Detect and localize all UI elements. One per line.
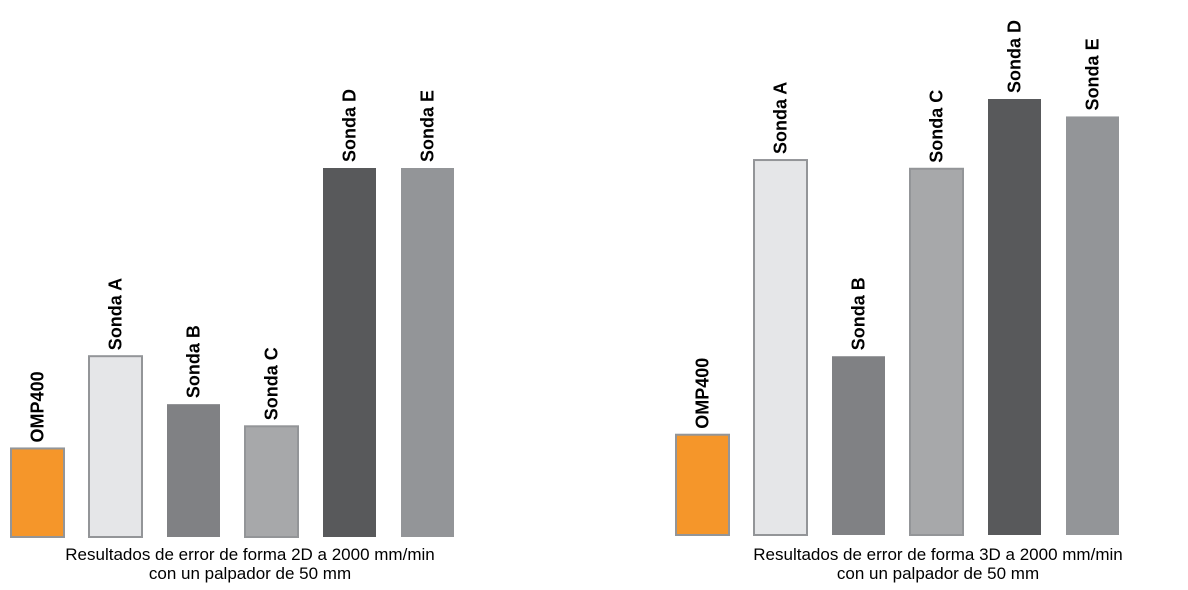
bar-chart-2d: OMP400 Sonda A Sonda B Sonda C Sonda D Sonda … (10, 89, 454, 538)
bar-label-sonda-c: Sonda C (927, 90, 947, 163)
bar-label-sonda-e: Sonda E (1083, 38, 1103, 110)
bar-label-sonda-b: Sonda B (849, 277, 869, 350)
bar-label-sonda-c: Sonda C (262, 347, 282, 420)
chart-caption-3d: Resultados de error de forma 3D a 2000 m… (688, 545, 1188, 583)
caption-line-2: con un palpador de 50 mm (148, 564, 352, 583)
bar-label-omp400: OMP400 (28, 371, 48, 442)
bar-sonda-d (323, 168, 376, 537)
bar-sonda-a (88, 355, 143, 538)
chart-caption-2d: Resultados de error de forma 2D a 2000 m… (0, 545, 500, 583)
caption-line-1: Resultados de error de forma 2D a 2000 m… (65, 545, 435, 564)
caption-line-2: con un palpador de 50 mm (836, 564, 1040, 583)
caption-line-1: Resultados de error de forma 3D a 2000 m… (753, 545, 1123, 564)
bar-sonda-d (988, 99, 1041, 535)
bar-sonda-b (832, 356, 885, 535)
bar-sonda-e (401, 168, 454, 537)
bar-omp400 (10, 447, 65, 538)
bar-label-sonda-d: Sonda D (340, 89, 360, 162)
chart-panel-3d: OMP400 Sonda A Sonda B Sonda C Sonda D Sonda … (660, 0, 1188, 590)
bar-sonda-e (1066, 116, 1119, 535)
bar-sonda-b (167, 404, 220, 537)
chart-panel-2d: OMP400 Sonda A Sonda B Sonda C Sonda D Sonda … (0, 0, 560, 590)
bar-sonda-c (909, 167, 964, 536)
bar-label-sonda-a: Sonda A (106, 278, 126, 350)
bar-label-omp400: OMP400 (693, 358, 713, 429)
bar-sonda-c (244, 425, 299, 538)
bar-label-sonda-d: Sonda D (1005, 20, 1025, 93)
bar-sonda-a (753, 159, 808, 536)
bar-label-sonda-e: Sonda E (418, 90, 438, 162)
bar-label-sonda-b: Sonda B (184, 325, 204, 398)
bar-chart-3d: OMP400 Sonda A Sonda B Sonda C Sonda D Sonda … (675, 20, 1119, 536)
bar-omp400 (675, 433, 730, 536)
bar-label-sonda-a: Sonda A (771, 82, 791, 154)
